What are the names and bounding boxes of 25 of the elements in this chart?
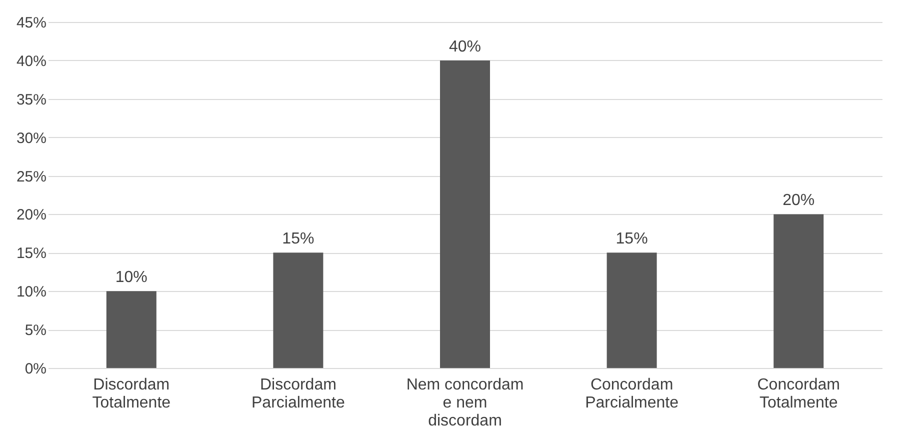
y-tick-label: 35% (16, 91, 46, 108)
bar (273, 252, 324, 368)
data-label: 10% (115, 269, 148, 286)
x-tick-label: Concordam Parcialmente (585, 376, 679, 412)
y-tick-label: 5% (24, 322, 46, 340)
data-label: 15% (616, 230, 648, 248)
bar (440, 60, 490, 368)
y-tick-label: 45% (16, 14, 46, 32)
x-tick-label: Nem concordam e nem discordam (406, 376, 524, 430)
bar (106, 291, 156, 368)
x-tick-label: Discordam Parcialmente (252, 376, 345, 412)
bar (606, 252, 657, 368)
bar (774, 214, 824, 368)
y-tick-label: 15% (16, 245, 46, 262)
data-label: 15% (282, 230, 314, 248)
y-tick-label: 30% (16, 130, 46, 147)
data-label: 40% (448, 38, 482, 56)
y-tick-label: 25% (16, 168, 46, 186)
x-tick-label: Concordam Totalmente (757, 376, 840, 412)
y-tick-label: 20% (16, 206, 46, 224)
data-label: 20% (782, 192, 815, 210)
x-tick-label: Discordam Totalmente (92, 376, 171, 412)
y-tick-label: 0% (24, 360, 46, 378)
y-tick-label: 10% (16, 284, 46, 301)
y-tick-label: 40% (16, 52, 46, 70)
